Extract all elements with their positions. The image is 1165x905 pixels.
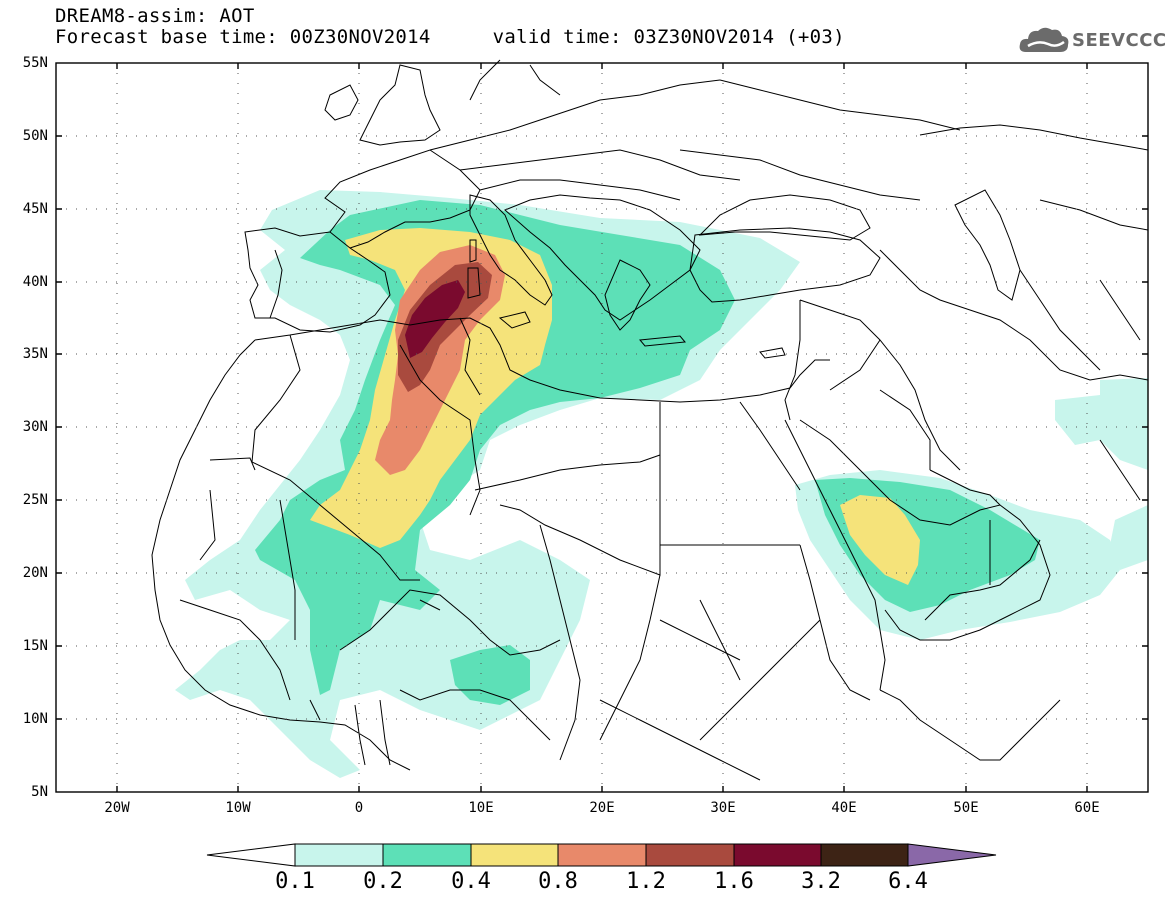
arabia-coast	[799, 419, 1051, 641]
lon-label: 10W	[225, 800, 251, 816]
lat-label: 15N	[22, 638, 48, 654]
colorbar	[206, 843, 997, 867]
colorbar-high-arrow	[907, 843, 997, 867]
colorbar-label: 0.2	[363, 869, 403, 894]
caspian	[954, 189, 1021, 301]
africa-north-coast	[254, 317, 830, 403]
colorbar-label: 1.2	[626, 869, 666, 894]
turkey	[689, 227, 881, 303]
lat-label: 40N	[22, 274, 48, 290]
map-title: DREAM8-assim: AOT	[55, 5, 255, 27]
colorbar-label: 0.4	[451, 869, 491, 894]
lon-label: 20W	[104, 800, 130, 816]
map-frame	[55, 62, 1149, 793]
horn	[699, 544, 1061, 761]
europe-borders	[429, 79, 741, 201]
sahel-borders	[199, 457, 581, 761]
tunisia	[459, 317, 481, 396]
colorbar-label: 0.8	[538, 869, 578, 894]
scandinavia	[469, 59, 561, 101]
iran-east	[1019, 269, 1141, 501]
lon-label: 40E	[831, 800, 857, 816]
africa-west-coast	[151, 339, 411, 771]
lon-label: 20E	[589, 800, 615, 816]
lon-label: 60E	[1074, 800, 1100, 816]
egypt-sudan	[599, 401, 801, 741]
greece	[604, 259, 651, 331]
lat-label: 20N	[22, 565, 48, 581]
colorbar-swatch-5	[645, 843, 735, 867]
maghreb-borders	[251, 334, 661, 581]
colorbar-swatch-1	[294, 843, 384, 867]
cyprus	[759, 347, 786, 359]
west-africa-borders	[179, 599, 551, 766]
lon-label: 0	[354, 800, 364, 816]
colorbar-label: 3.2	[801, 869, 841, 894]
colorbar-label: 6.4	[888, 869, 928, 894]
gulf-coast	[929, 469, 1001, 506]
east-africa	[599, 619, 761, 781]
colorbar-swatch-4	[557, 843, 647, 867]
britain-coast	[359, 64, 441, 146]
logo-text: SEEVCCC	[1072, 30, 1165, 51]
lat-label: 55N	[22, 55, 48, 71]
colorbar-label: 0.1	[275, 869, 315, 894]
lat-label: 30N	[22, 419, 48, 435]
lat-label: 50N	[22, 128, 48, 144]
map-subtitle: Forecast base time: 00Z30NOV2014 valid ti…	[55, 27, 845, 47]
lat-label: 35N	[22, 346, 48, 362]
colorbar-swatch-3	[470, 843, 559, 867]
arabia-borders	[829, 339, 1041, 621]
aot-layer-1.6	[405, 280, 465, 358]
base-time: Forecast base time: 00Z30NOV2014	[55, 26, 431, 48]
colorbar-swatch-2	[382, 843, 472, 867]
colorbar-swatch-6	[733, 843, 822, 867]
lat-label: 25N	[22, 492, 48, 508]
eastern-europe	[679, 79, 961, 201]
balkans	[504, 194, 701, 321]
sardinia	[467, 267, 481, 299]
portugal-border	[269, 249, 283, 319]
france-coast	[324, 149, 481, 249]
crete	[639, 335, 686, 347]
lon-label: 10E	[468, 800, 494, 816]
cloud-logo-icon	[1019, 27, 1069, 52]
kazakh	[919, 124, 1149, 231]
aot-area-0.2	[255, 200, 735, 695]
aot-area-0.1-east2	[1110, 505, 1148, 570]
colorbar-label: 1.6	[714, 869, 754, 894]
aot-area-1.6	[405, 280, 465, 358]
sicily	[498, 311, 531, 329]
colorbar-low-arrow	[206, 843, 296, 867]
aot-area-0.4-arabia	[840, 495, 920, 585]
borders	[151, 59, 1149, 781]
italy-coast	[469, 194, 553, 306]
colorbar-swatch-7	[820, 843, 909, 867]
lat-label: 10N	[22, 711, 48, 727]
black-sea	[698, 194, 871, 241]
lat-label: 45N	[22, 201, 48, 217]
corsica	[469, 239, 477, 263]
grid	[56, 63, 1148, 792]
seevccc-logo: SEEVCCC	[1018, 24, 1165, 56]
ireland-coast	[324, 84, 359, 121]
lat-label: 5N	[31, 784, 48, 800]
lon-label: 50E	[953, 800, 979, 816]
red-sea-coast	[784, 419, 886, 691]
aot-area-0.1-east	[1055, 378, 1148, 470]
lon-label: 30E	[710, 800, 736, 816]
levant	[784, 249, 1149, 471]
valid-time: valid time: 03Z30NOV2014 (+03)	[492, 26, 845, 48]
